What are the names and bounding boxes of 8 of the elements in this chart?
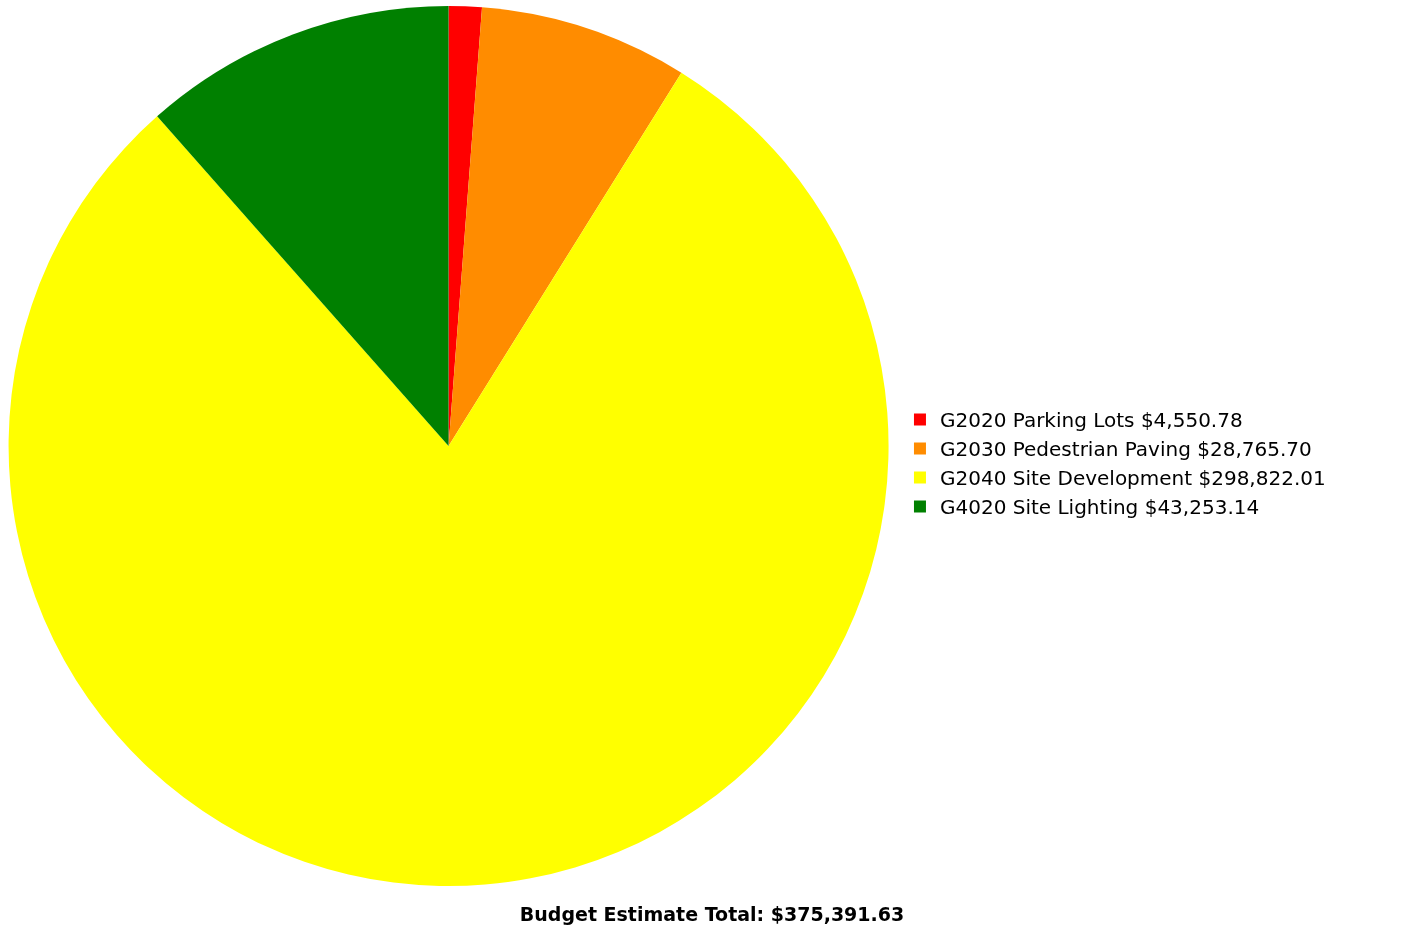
legend-label: G2030 Pedestrian Paving $28,765.70: [939, 437, 1312, 462]
legend-label: G2040 Site Development $298,822.01: [939, 466, 1326, 491]
text: Budget Estimate Total: $375,391.63: [519, 903, 905, 926]
legend-label: G4020 Site Lighting $43,253.14: [939, 495, 1260, 520]
pie-slice: [157, 6, 449, 446]
pie-slice: [448, 7, 682, 446]
pie-slice: [9, 72, 889, 886]
legend-label: G2020 Parking Lots $4,550.78: [939, 408, 1243, 433]
